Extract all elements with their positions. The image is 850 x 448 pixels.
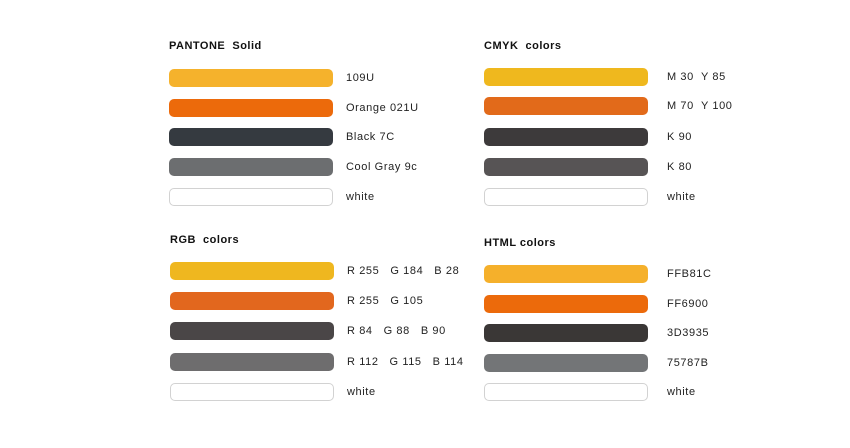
color-row: R 112 G 115 B 114 bbox=[170, 353, 490, 373]
color-swatch bbox=[170, 322, 334, 340]
color-label: M 70 Y 100 bbox=[667, 100, 733, 112]
color-label: white bbox=[667, 191, 696, 203]
color-swatch bbox=[170, 262, 334, 280]
color-row: white bbox=[169, 188, 489, 208]
color-swatch bbox=[169, 188, 333, 206]
color-label: K 80 bbox=[667, 161, 693, 173]
color-row: Orange 021U bbox=[169, 99, 489, 119]
color-swatch bbox=[484, 354, 648, 372]
color-swatch bbox=[169, 128, 333, 146]
section-title: HTML colors bbox=[484, 237, 556, 249]
section-title: PANTONE Solid bbox=[169, 40, 262, 52]
color-swatch bbox=[170, 353, 334, 371]
color-swatch bbox=[484, 295, 648, 313]
color-row: white bbox=[484, 188, 804, 208]
color-label: K 90 bbox=[667, 131, 693, 143]
color-swatch bbox=[170, 383, 334, 401]
color-label: R 255 G 184 B 28 bbox=[347, 265, 460, 277]
color-label: 3D3935 bbox=[667, 327, 710, 339]
color-swatch bbox=[169, 99, 333, 117]
color-label: white bbox=[347, 386, 376, 398]
color-swatch bbox=[169, 69, 333, 87]
section-title: CMYK colors bbox=[484, 40, 562, 52]
color-swatch bbox=[484, 188, 648, 206]
color-row: Black 7C bbox=[169, 128, 489, 148]
color-swatch bbox=[484, 324, 648, 342]
color-label: R 255 G 105 bbox=[347, 295, 424, 307]
color-row: R 255 G 184 B 28 bbox=[170, 262, 490, 282]
color-label: white bbox=[667, 386, 696, 398]
color-swatch bbox=[484, 158, 648, 176]
color-swatch bbox=[484, 265, 648, 283]
color-label: M 30 Y 85 bbox=[667, 71, 726, 83]
color-row: white bbox=[484, 383, 804, 403]
color-swatch bbox=[169, 158, 333, 176]
color-row: M 70 Y 100 bbox=[484, 97, 804, 117]
color-swatch bbox=[484, 68, 648, 86]
color-row: FFB81C bbox=[484, 265, 804, 285]
color-row: Cool Gray 9c bbox=[169, 158, 489, 178]
color-row: 109U bbox=[169, 69, 489, 89]
color-row: M 30 Y 85 bbox=[484, 68, 804, 88]
color-swatch bbox=[484, 128, 648, 146]
color-row: R 84 G 88 B 90 bbox=[170, 322, 490, 342]
color-row: K 80 bbox=[484, 158, 804, 178]
color-label: Cool Gray 9c bbox=[346, 161, 418, 173]
color-label: Black 7C bbox=[346, 131, 395, 143]
color-row: 3D3935 bbox=[484, 324, 804, 344]
color-label: 75787B bbox=[667, 357, 709, 369]
color-row: R 255 G 105 bbox=[170, 292, 490, 312]
color-label: Orange 021U bbox=[346, 102, 419, 114]
color-label: R 112 G 115 B 114 bbox=[347, 356, 464, 368]
section-title: RGB colors bbox=[170, 234, 240, 246]
color-label: white bbox=[346, 191, 375, 203]
color-row: 75787B bbox=[484, 354, 804, 374]
color-swatch bbox=[484, 383, 648, 401]
color-row: K 90 bbox=[484, 128, 804, 148]
color-label: 109U bbox=[346, 72, 375, 84]
color-label: FF6900 bbox=[667, 298, 709, 310]
color-label: FFB81C bbox=[667, 268, 712, 280]
color-row: FF6900 bbox=[484, 295, 804, 315]
color-swatch bbox=[170, 292, 334, 310]
color-row: white bbox=[170, 383, 490, 403]
color-swatch bbox=[484, 97, 648, 115]
color-label: R 84 G 88 B 90 bbox=[347, 325, 446, 337]
